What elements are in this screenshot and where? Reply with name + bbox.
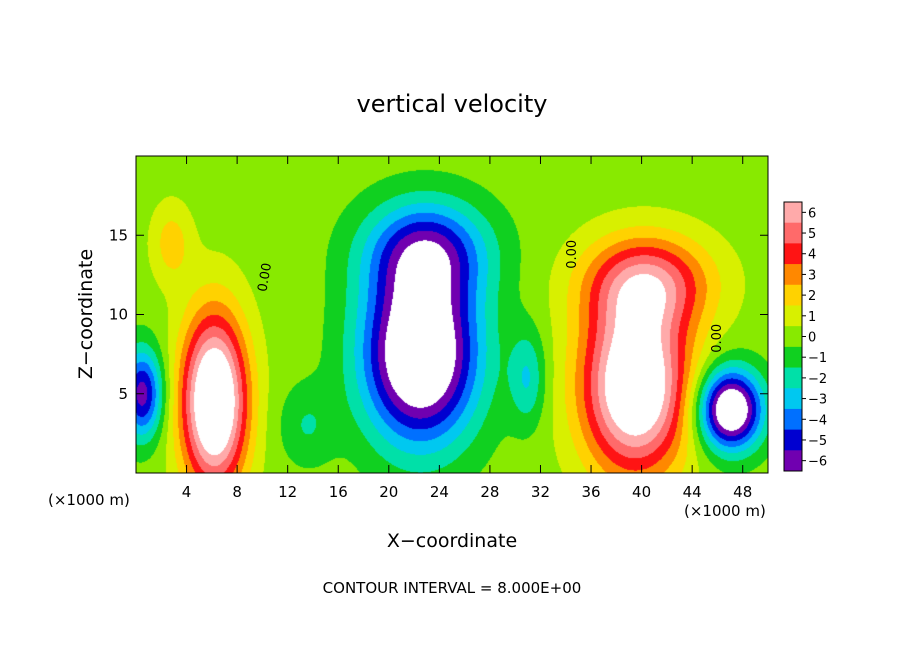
colorbar: 6 5 4 3 2 1 0 −1 −2 −3 −4 −5 −6 — [783, 201, 827, 472]
colorbar-swatch — [784, 202, 802, 224]
colorbar-label: −3 — [808, 393, 827, 408]
y-tick-label: 10 — [109, 306, 128, 324]
colorbar-swatch — [784, 222, 802, 244]
x-tick-label: 32 — [531, 483, 550, 501]
colorbar-label: 4 — [808, 248, 816, 263]
colorbar-swatch — [784, 243, 802, 265]
contour-label: 0.00 — [710, 324, 725, 353]
x-tick-label: 8 — [232, 483, 242, 501]
x-tick-label: 20 — [379, 483, 398, 501]
colorbar-label: −6 — [808, 455, 827, 470]
colorbar-label: −2 — [808, 372, 827, 387]
colorbar-swatch — [784, 429, 802, 451]
colorbar-label: 0 — [808, 331, 816, 346]
y-tick-label: 5 — [118, 385, 128, 403]
y-tick-label: 15 — [109, 226, 128, 244]
colorbar-swatch — [784, 264, 802, 286]
x-tick-label: 44 — [683, 483, 702, 501]
x-tick-label: 12 — [278, 483, 297, 501]
x-tick-label: 4 — [182, 483, 192, 501]
x-unit-right: (×1000 m) — [684, 502, 766, 520]
contour-label: 0.00 — [255, 262, 275, 293]
colorbar-label: 6 — [808, 206, 816, 221]
x-tick-label: 28 — [480, 483, 499, 501]
colorbar-swatch — [784, 305, 802, 327]
x-tick-label: 48 — [733, 483, 752, 501]
colorbar-label: −4 — [808, 413, 827, 428]
colorbar-swatch — [784, 450, 802, 472]
x-tick-label: 40 — [632, 483, 651, 501]
x-unit-left: (×1000 m) — [48, 491, 130, 509]
colorbar-label: −5 — [808, 434, 827, 449]
y-axis-label: Z−coordinate — [75, 249, 97, 379]
colorbar-swatch — [784, 388, 802, 410]
colorbar-swatch — [784, 367, 802, 389]
contour-label: 0.00 — [565, 240, 580, 269]
x-tick-label: 24 — [430, 483, 449, 501]
colorbar-label: 5 — [808, 227, 816, 242]
colorbar-label: 1 — [808, 310, 816, 325]
colorbar-swatch — [784, 408, 802, 431]
colorbar-swatch — [784, 326, 802, 348]
colorbar-label: −1 — [808, 351, 827, 366]
x-axis-label: X−coordinate — [387, 530, 517, 552]
chart-title: vertical velocity — [357, 90, 548, 118]
x-tick-label: 36 — [581, 483, 600, 501]
colorbar-label: 3 — [808, 268, 816, 283]
contour-interval-note: CONTOUR INTERVAL = 8.000E+00 — [323, 579, 582, 597]
colorbar-label: 2 — [808, 289, 816, 304]
colorbar-swatch — [784, 346, 802, 369]
colorbar-swatch — [784, 284, 802, 306]
x-tick-label: 16 — [329, 483, 348, 501]
velocity-field — [136, 156, 768, 473]
